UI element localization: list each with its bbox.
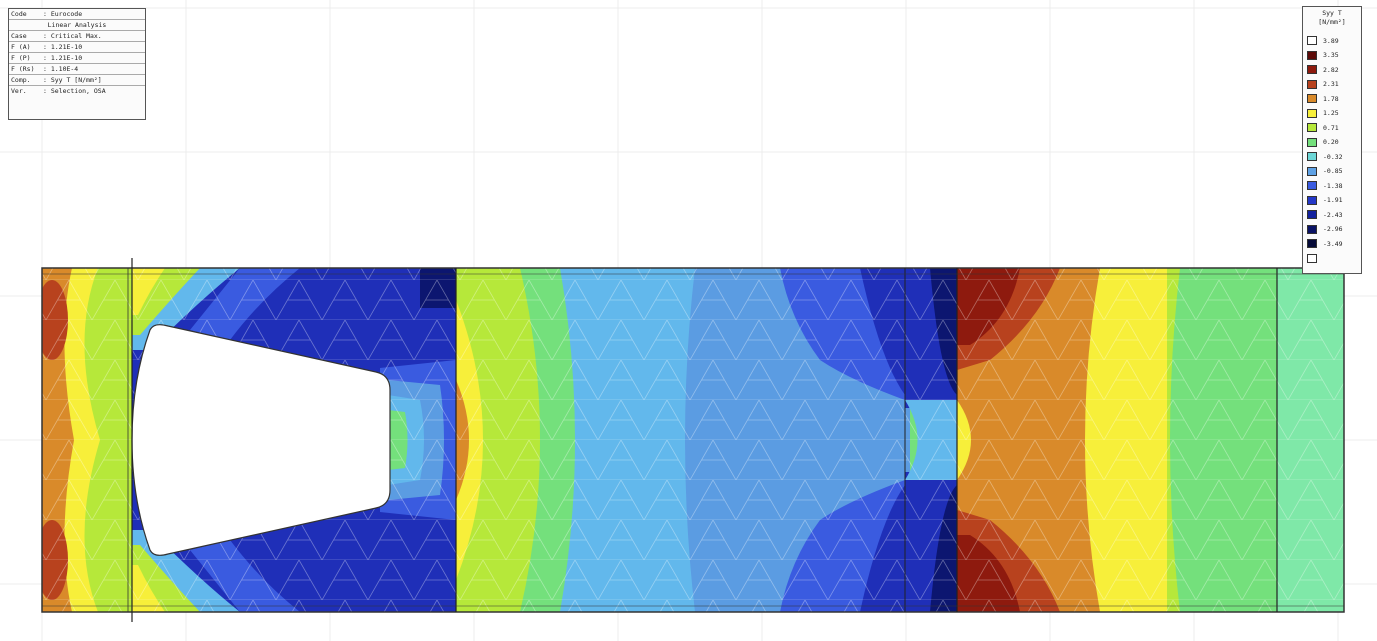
info-key: Case xyxy=(11,32,27,40)
info-key: Code xyxy=(11,10,27,18)
legend-label: -1.91 xyxy=(1323,196,1343,204)
legend-item: 0.71 xyxy=(1307,122,1359,133)
info-row: Code : Eurocode xyxy=(9,9,145,20)
legend-item: 1.78 xyxy=(1307,93,1359,104)
legend-label: 1.25 xyxy=(1323,109,1339,117)
legend-label: -0.85 xyxy=(1323,167,1343,175)
legend-item: 2.82 xyxy=(1307,64,1359,75)
legend-item: -1.91 xyxy=(1307,195,1359,206)
info-row: Case : Critical Max. xyxy=(9,31,145,42)
legend-item: 0.20 xyxy=(1307,137,1359,148)
legend-item xyxy=(1307,253,1359,264)
info-value: : 1.10E-4 xyxy=(43,65,79,73)
info-row: F (A) : 1.21E-10 xyxy=(9,42,145,53)
legend-label: -2.96 xyxy=(1323,225,1343,233)
legend-swatch xyxy=(1307,210,1317,219)
legend-title: Syy T [N/mm²] xyxy=(1303,7,1361,33)
legend-swatch xyxy=(1307,79,1317,89)
plate-outline xyxy=(41,267,1345,613)
legend-item: -0.32 xyxy=(1307,151,1359,162)
info-key: Ver. xyxy=(11,87,27,95)
legend-label: 3.89 xyxy=(1323,36,1339,45)
info-row: F (Rs) : 1.10E-4 xyxy=(9,64,145,75)
info-key: F (Rs) xyxy=(11,65,35,73)
legend-label: 2.82 xyxy=(1323,65,1339,74)
info-key: Comp. xyxy=(11,76,31,84)
info-value: : 1.21E-10 xyxy=(43,43,83,51)
legend-item: 1.25 xyxy=(1307,108,1359,119)
legend-item: -0.85 xyxy=(1307,166,1359,177)
legend-label: 3.35 xyxy=(1323,51,1339,59)
legend-swatch xyxy=(1307,65,1317,74)
legend-item: -2.43 xyxy=(1307,209,1359,220)
info-value: : Selection, OSA xyxy=(43,87,106,95)
legend-item: 2.31 xyxy=(1307,79,1359,90)
color-scale-legend: Syy T [N/mm²] 3.89 3.35 2.82 2.31 1.78 1.25 0.… xyxy=(1302,6,1362,274)
info-key: F (P) xyxy=(11,54,31,62)
legend-item: 3.89 xyxy=(1307,35,1359,46)
analysis-info-panel: Code : Eurocode Linear Analysis Case : Cri… xyxy=(8,8,146,120)
legend-swatch xyxy=(1307,108,1317,118)
legend-item: -3.49 xyxy=(1307,238,1359,249)
legend-swatch xyxy=(1307,166,1317,176)
info-value: : 1.21E-10 xyxy=(43,54,83,62)
contour-fill-group xyxy=(42,268,1344,612)
legend-swatch xyxy=(1307,123,1317,132)
legend-swatch xyxy=(1307,195,1317,205)
info-row: Comp. : Syy T [N/mm²] xyxy=(9,75,145,86)
legend-item: 3.35 xyxy=(1307,50,1359,61)
info-row: Ver. : Selection, OSA xyxy=(9,86,145,96)
legend-item: -2.96 xyxy=(1307,224,1359,235)
legend-label: -2.43 xyxy=(1323,210,1343,219)
legend-swatch xyxy=(1307,239,1317,248)
legend-swatch xyxy=(1307,94,1317,103)
legend-swatch xyxy=(1307,181,1317,190)
info-key: F (A) xyxy=(11,43,31,51)
legend-swatch xyxy=(1307,36,1317,45)
legend-swatch xyxy=(1307,137,1317,147)
legend-label: 0.71 xyxy=(1323,123,1339,132)
legend-swatch xyxy=(1307,253,1317,263)
legend-swatch xyxy=(1307,224,1317,234)
info-value: : Syy T [N/mm²] xyxy=(43,76,102,84)
legend-label: 1.78 xyxy=(1323,94,1339,103)
legend-title-component: Syy T xyxy=(1322,9,1342,17)
legend-label: 0.20 xyxy=(1323,138,1339,146)
info-value: : Eurocode xyxy=(43,10,83,18)
legend-swatch xyxy=(1307,50,1317,60)
legend-label: 2.31 xyxy=(1323,80,1339,88)
info-value: : Critical Max. xyxy=(43,32,102,40)
legend-label: -0.32 xyxy=(1323,152,1343,161)
legend-swatch xyxy=(1307,152,1317,161)
info-row: F (P) : 1.21E-10 xyxy=(9,53,145,64)
info-value: Linear Analysis xyxy=(47,21,107,29)
legend-item: -1.38 xyxy=(1307,180,1359,191)
legend-label: -3.49 xyxy=(1323,239,1343,248)
info-row: Linear Analysis xyxy=(9,20,145,31)
legend-title-unit: [N/mm²] xyxy=(1318,18,1346,26)
legend-label: -1.38 xyxy=(1323,181,1343,190)
